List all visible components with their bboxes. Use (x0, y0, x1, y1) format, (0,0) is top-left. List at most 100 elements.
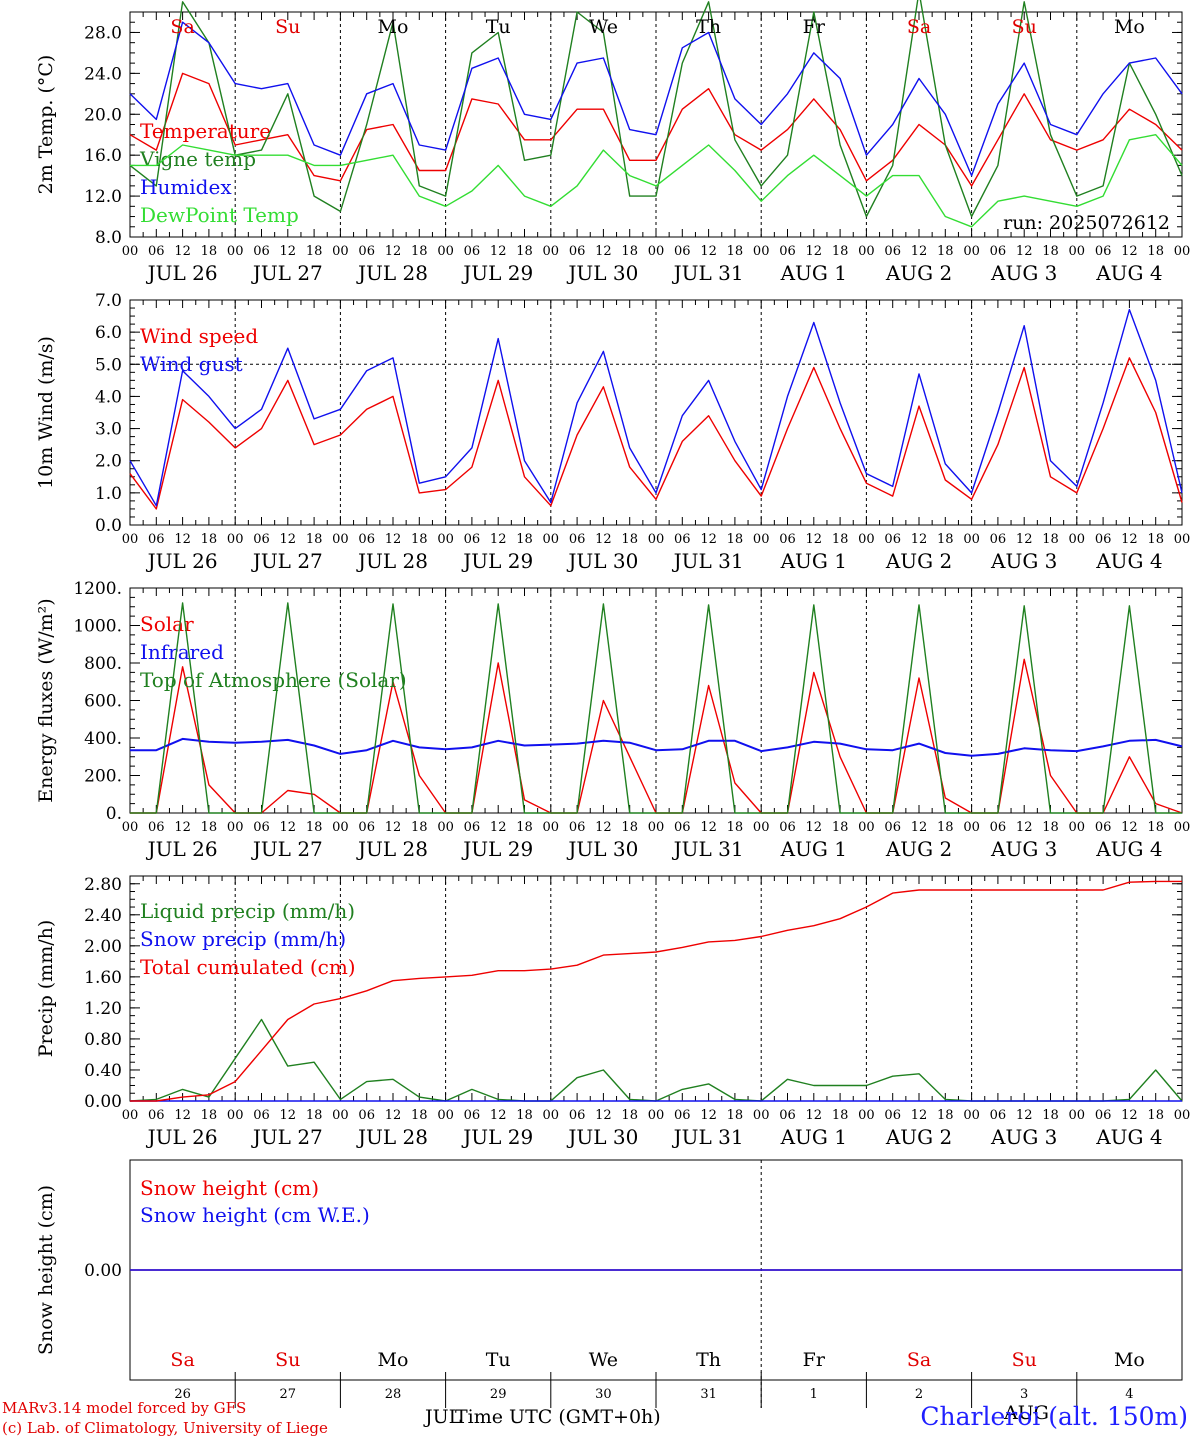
hour-tick-label: 18 (832, 1108, 849, 1123)
hour-tick-label: 06 (884, 820, 901, 835)
date-label: JUL 27 (251, 549, 323, 573)
hour-tick-label: 00 (543, 820, 560, 835)
hour-tick-label: 06 (464, 244, 481, 259)
hour-tick-label: 06 (990, 244, 1007, 259)
hour-tick-label: 06 (569, 1108, 586, 1123)
hour-tick-label: 00 (963, 244, 980, 259)
date-label: JUL 27 (251, 837, 323, 861)
weekday-label: Sa (907, 1349, 931, 1371)
hour-tick-label: 06 (148, 1108, 165, 1123)
hour-tick-label: 00 (227, 532, 244, 547)
hour-tick-label: 00 (332, 244, 349, 259)
legend-entry: DewPoint Temp (140, 203, 299, 227)
y-tick-label: 2.00 (84, 937, 122, 957)
y-tick-label: 0.00 (84, 1261, 122, 1281)
day-number-label: 28 (385, 1387, 402, 1402)
y-tick-label: 1000. (73, 617, 122, 637)
hour-tick-label: 06 (779, 1108, 796, 1123)
y-tick-label: 3.0 (95, 420, 122, 440)
hour-tick-label: 00 (648, 820, 665, 835)
y-tick-label: 400. (84, 729, 122, 749)
weekday-label: Mo (378, 1349, 409, 1371)
hour-tick-label: 18 (411, 820, 428, 835)
hour-tick-label: 06 (1095, 1108, 1112, 1123)
hour-tick-label: 00 (437, 244, 454, 259)
hour-tick-label: 18 (727, 532, 744, 547)
y-axis-title: Energy fluxes (W/m²) (35, 598, 57, 802)
hour-tick-label: 12 (1016, 820, 1033, 835)
hour-tick-label: 00 (858, 244, 875, 259)
date-label: AUG 2 (885, 837, 952, 861)
hour-tick-label: 00 (648, 532, 665, 547)
hour-tick-label: 00 (437, 820, 454, 835)
legend-entry: Vigne temp (139, 147, 256, 171)
y-tick-label: 2.80 (84, 875, 122, 895)
date-label: AUG 1 (780, 549, 847, 573)
date-label: JUL 31 (672, 837, 744, 861)
date-label: JUL 28 (356, 261, 428, 285)
legend-entry: Temperature (140, 119, 271, 143)
hour-tick-label: 00 (648, 1108, 665, 1123)
date-label: AUG 3 (990, 1125, 1057, 1149)
hour-tick-label: 18 (621, 820, 638, 835)
hour-tick-label: 18 (1147, 820, 1164, 835)
hour-tick-label: 12 (700, 820, 717, 835)
hour-tick-label: 18 (937, 532, 954, 547)
hour-tick-label: 18 (832, 244, 849, 259)
weekday-label: Sa (170, 16, 194, 38)
hour-tick-label: 00 (753, 1108, 770, 1123)
hour-tick-label: 06 (1095, 244, 1112, 259)
hour-tick-label: 18 (516, 532, 533, 547)
weekday-label: Fr (803, 16, 826, 38)
hour-tick-label: 12 (280, 1108, 297, 1123)
y-tick-label: 28.0 (84, 23, 122, 43)
hour-tick-label: 00 (122, 820, 139, 835)
date-label: JUL 27 (251, 1125, 323, 1149)
station-name: Charleroi (alt. 150m) (920, 1402, 1188, 1431)
hour-tick-label: 06 (253, 820, 270, 835)
hour-tick-label: 18 (832, 820, 849, 835)
y-tick-label: 1.20 (84, 999, 122, 1019)
hour-tick-label: 06 (148, 820, 165, 835)
hour-tick-label: 12 (911, 244, 928, 259)
hour-tick-label: 00 (227, 820, 244, 835)
series-line-dewpoint-temp (130, 133, 1183, 228)
hour-tick-label: 00 (332, 1108, 349, 1123)
hour-tick-label: 00 (753, 820, 770, 835)
weekday-label: Mo (378, 16, 409, 38)
day-number-label: 29 (490, 1387, 507, 1402)
legend-entry: Humidex (140, 175, 232, 199)
hour-tick-label: 06 (253, 244, 270, 259)
series-line-top-of-atmosphere-solar- (130, 602, 1182, 814)
hour-tick-label: 18 (411, 1108, 428, 1123)
hour-tick-label: 18 (411, 244, 428, 259)
hour-tick-label: 06 (464, 532, 481, 547)
hour-tick-label: 06 (358, 1108, 375, 1123)
day-number-label: 30 (595, 1387, 612, 1402)
hour-tick-label: 00 (227, 1108, 244, 1123)
legend-entry: Snow precip (mm/h) (140, 927, 346, 951)
hour-tick-label: 18 (832, 532, 849, 547)
hour-tick-label: 06 (674, 532, 691, 547)
date-label: AUG 4 (1095, 261, 1162, 285)
date-label: AUG 4 (1095, 837, 1162, 861)
hour-tick-label: 00 (963, 820, 980, 835)
hour-tick-label: 00 (753, 532, 770, 547)
hour-tick-label: 18 (1042, 1108, 1059, 1123)
legend-entry: Snow height (cm W.E.) (140, 1203, 370, 1227)
weekday-label: Su (275, 1349, 300, 1371)
hour-tick-label: 12 (1121, 820, 1138, 835)
hour-tick-label: 00 (1174, 244, 1191, 259)
hour-tick-label: 00 (543, 244, 560, 259)
legend-entry: Wind gust (140, 352, 243, 376)
run-annotation: run: 2025072612 (1003, 212, 1170, 234)
y-tick-label: 12.0 (84, 187, 122, 207)
day-number-label: 3 (1020, 1387, 1028, 1402)
date-label: JUL 31 (672, 549, 744, 573)
hour-tick-label: 18 (411, 532, 428, 547)
date-label: AUG 1 (780, 261, 847, 285)
hour-tick-label: 00 (122, 1108, 139, 1123)
date-label: JUL 26 (146, 1125, 218, 1149)
hour-tick-label: 00 (648, 244, 665, 259)
y-tick-label: 0.40 (84, 1061, 122, 1081)
